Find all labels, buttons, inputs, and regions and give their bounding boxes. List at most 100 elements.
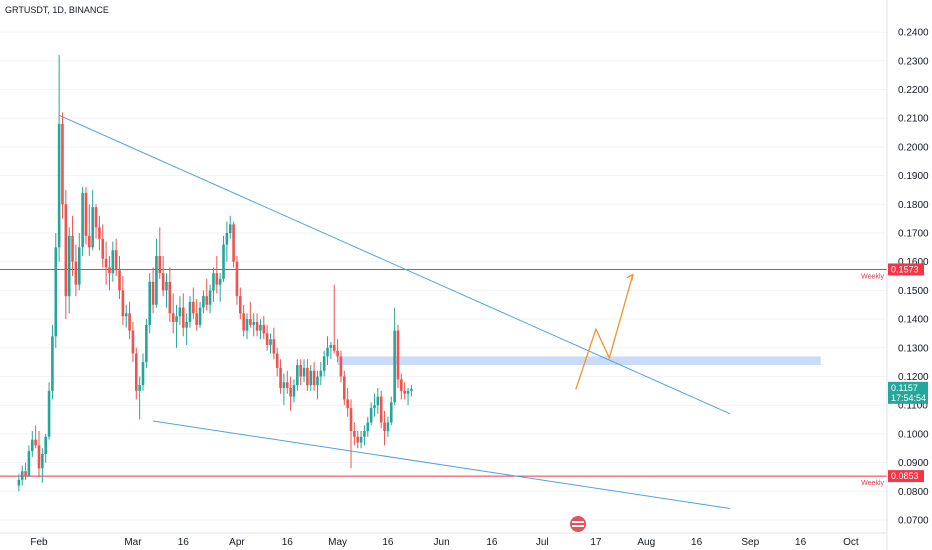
y-tick-label: 0.2300 [898, 56, 929, 67]
candle-body [124, 313, 128, 317]
x-tick-label: Jun [434, 537, 450, 548]
candle-countdown: 17:54:54 [891, 393, 926, 403]
candle-body [363, 431, 366, 437]
candle-body [77, 247, 81, 285]
candle-body [275, 353, 279, 368]
y-tick-label: 0.2200 [898, 85, 929, 96]
candle-body [349, 408, 353, 432]
y-tick-label: 0.0900 [898, 458, 929, 469]
x-tick-label: Apr [229, 537, 245, 548]
candle-body [332, 344, 336, 351]
candle-body [51, 336, 54, 391]
candle-body [104, 258, 108, 268]
support-resistance-zone [337, 356, 821, 366]
tv-logo-icon[interactable] [570, 516, 586, 532]
y-tick-label: 0.1400 [898, 315, 929, 326]
current-price-label: 0.1157 [891, 383, 918, 393]
candle-body [255, 321, 259, 331]
candle-body [101, 238, 105, 259]
grid [0, 31, 887, 521]
candle-body [175, 316, 178, 322]
level-price-label: 0.0853 [891, 471, 919, 481]
projection-line [575, 274, 634, 390]
price-axis[interactable]: 0.0700 0.0800 0.0900 0.1000 0.1100 0.1200 0.13… [886, 0, 929, 550]
candle-body [386, 422, 390, 432]
candle-body [128, 313, 131, 331]
candle-body [118, 270, 121, 291]
candle-body [208, 290, 212, 305]
candle-body [34, 439, 37, 446]
candle-body [141, 362, 145, 386]
projection-path [575, 273, 634, 390]
time-axis[interactable]: Feb Mar 16 Apr 16 May 16 Jun 16 Jul 17 Aug 16 Sep 16 Oc… [0, 532, 887, 548]
candle-body [369, 408, 373, 423]
candle-body [285, 382, 289, 388]
candle-body [376, 396, 380, 406]
candle-body [336, 350, 339, 357]
candle-body [339, 356, 343, 377]
candle-body [114, 250, 118, 271]
x-tick-label: 16 [486, 537, 498, 548]
candle-body [232, 224, 235, 262]
x-tick-label: Mar [124, 537, 142, 548]
x-tick-label: May [328, 537, 347, 548]
y-tick-label: 0.1700 [898, 229, 929, 240]
y-tick-label: 0.1500 [898, 286, 929, 297]
candle-body [400, 379, 403, 391]
candle-body [383, 422, 386, 432]
candle-body [205, 296, 209, 305]
candle-body [252, 321, 256, 325]
candle-body [198, 307, 202, 325]
candle-body [322, 356, 326, 371]
candle-body [218, 278, 222, 285]
candle-body [269, 339, 272, 345]
candle-body [406, 390, 410, 394]
candle-body [192, 301, 195, 314]
candle-body [312, 370, 316, 386]
candle-body [279, 367, 282, 388]
zone-rect [337, 356, 821, 366]
trendline [152, 420, 731, 510]
y-tick-label: 0.1000 [898, 429, 929, 440]
x-tick-label: 17 [590, 537, 602, 548]
weekly-level-name: Weekly [861, 480, 884, 487]
candle-body [185, 321, 188, 328]
candle-body [17, 479, 21, 486]
candle-body [71, 235, 74, 262]
weekly-levels: Weekly Weekly [0, 268, 887, 487]
candle-body [202, 296, 205, 308]
candle-body [20, 471, 24, 480]
candle-body [64, 204, 68, 297]
level-price-tag [888, 263, 924, 276]
candle-body [265, 333, 269, 345]
candle-body [228, 224, 232, 233]
candle-body [54, 247, 58, 337]
candle-body [302, 367, 306, 377]
candle-body [138, 385, 141, 391]
candle-body [299, 365, 302, 377]
y-tick-label: 0.1200 [898, 372, 929, 383]
candle-body [396, 330, 400, 380]
y-tick-label: 0.1900 [898, 171, 929, 182]
candle-body [88, 235, 91, 248]
candle-body [326, 347, 329, 357]
candle-body [24, 471, 27, 476]
candle-body [329, 344, 333, 348]
weekly-level-name: Weekly [861, 273, 884, 280]
candle-body [343, 376, 346, 400]
candle-body [292, 385, 296, 397]
candle-body [195, 313, 198, 325]
candle-body [30, 439, 34, 452]
y-tick-label: 0.1600 [898, 257, 929, 268]
projection-arrowhead [626, 273, 634, 281]
x-tick-label: Sep [741, 537, 759, 548]
candle-body [296, 365, 299, 386]
x-tick-label: 16 [178, 537, 190, 548]
candle-body [57, 123, 61, 248]
y-tick-label: 0.0700 [898, 516, 929, 527]
y-tick-label: 0.1100 [898, 401, 928, 412]
x-tick-label: Oct [843, 537, 859, 548]
y-tick-label: 0.0800 [898, 487, 929, 498]
candle-body [74, 261, 78, 285]
